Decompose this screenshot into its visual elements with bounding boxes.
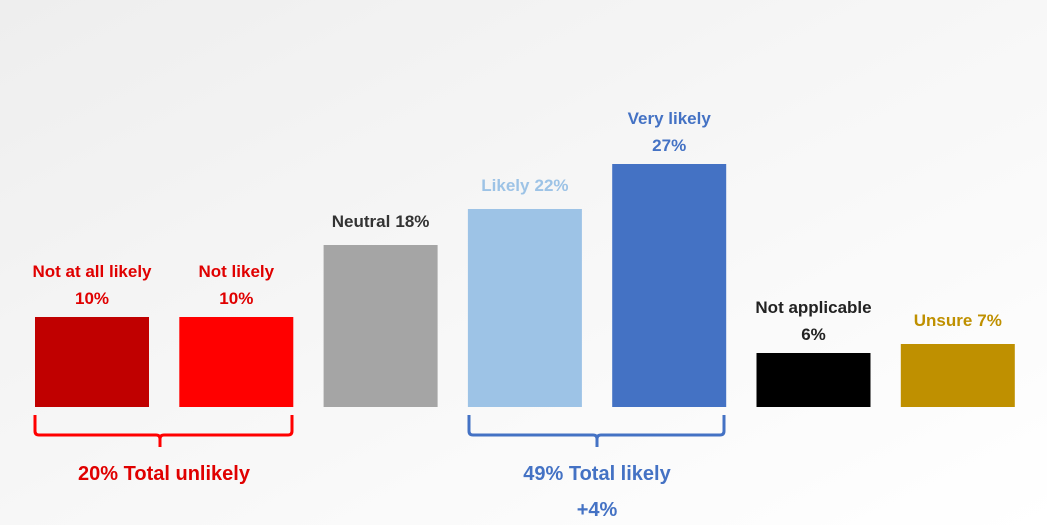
bar <box>468 209 582 407</box>
annotation: +4% <box>577 499 618 521</box>
bar <box>35 317 149 407</box>
category-label: Neutral <box>332 212 391 231</box>
category-label: Unsure <box>914 311 973 330</box>
annotation: 49% Total likely <box>523 463 671 485</box>
annotation: 20% Total unlikely <box>78 463 251 485</box>
bar <box>324 245 438 407</box>
value-label: 10% <box>75 289 109 308</box>
category-label: Not at all likely <box>32 262 152 281</box>
value-label: 27% <box>652 136 686 155</box>
bar <box>179 317 293 407</box>
value-label: 10% <box>219 289 253 308</box>
bar <box>757 353 871 407</box>
category-label: Not likely <box>199 262 275 281</box>
value-label: 6% <box>801 325 826 344</box>
value-label: 22% <box>534 176 568 195</box>
category-label: Very likely <box>628 109 712 128</box>
bar <box>901 344 1015 407</box>
page: {"chart_data": {"type": "bar", "categori… <box>0 0 1047 525</box>
bar <box>612 164 726 407</box>
category-label: Likely <box>481 176 530 195</box>
chart: 20% Total unlikely 49% Total likely +4% … <box>0 0 1047 525</box>
value-label: 7% <box>977 311 1002 330</box>
value-label: 18% <box>395 212 429 231</box>
category-label: Not applicable <box>755 298 871 317</box>
